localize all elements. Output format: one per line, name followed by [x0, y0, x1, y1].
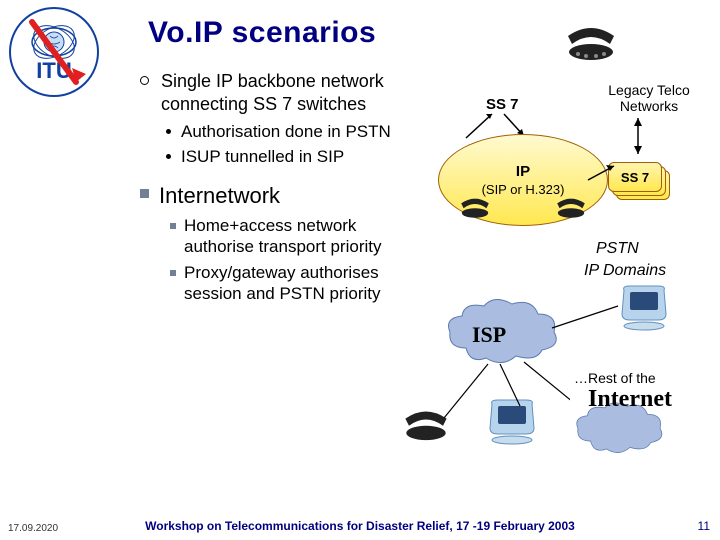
slide-title: Vo.IP scenarios [148, 16, 376, 50]
pstn-label: PSTN [596, 240, 639, 258]
network-diagram: Legacy Telco Networks SS 7 IP (SIP or H.… [398, 62, 718, 492]
bullet-2a: Home+access network authorise transport … [184, 215, 400, 258]
isp-label: ISP [472, 322, 506, 348]
phone-icon [562, 22, 620, 62]
rest-label: …Rest of the [574, 370, 656, 386]
bullet-1a: Authorisation done in PSTN [181, 121, 391, 142]
dot-icon [166, 129, 171, 134]
legacy-label: Legacy Telco Networks [594, 82, 704, 114]
ip-oval: IP (SIP or H.323) [438, 134, 608, 226]
ip-label: IP [516, 163, 530, 180]
arrow-icon [628, 114, 648, 164]
bullet-1: Single IP backbone network connecting SS… [161, 70, 400, 115]
page-number: 11 [698, 519, 710, 533]
footer-caption: Workshop on Telecommunications for Disas… [0, 519, 720, 533]
ip-sublabel: (SIP or H.323) [482, 182, 565, 197]
dot-icon [166, 154, 171, 159]
phone-icon [457, 195, 493, 219]
arrow-icon [584, 160, 624, 188]
link-line [548, 298, 628, 338]
bullet-1b: ISUP tunnelled in SIP [181, 146, 344, 167]
bullet-content: Single IP backbone network connecting SS… [140, 70, 400, 308]
internet-label: Internet [588, 386, 672, 413]
square-icon [140, 189, 149, 198]
small-square-icon [170, 270, 176, 276]
bullet-icon [140, 76, 149, 85]
link-line [430, 360, 570, 438]
ipdomains-label: IP Domains [584, 262, 666, 280]
bullet-2b: Proxy/gateway authorises session and PST… [184, 262, 400, 305]
phone-icon [553, 195, 589, 219]
small-square-icon [170, 223, 176, 229]
bullet-2: Internetwork [159, 182, 280, 210]
itu-logo: ITU [8, 6, 100, 98]
